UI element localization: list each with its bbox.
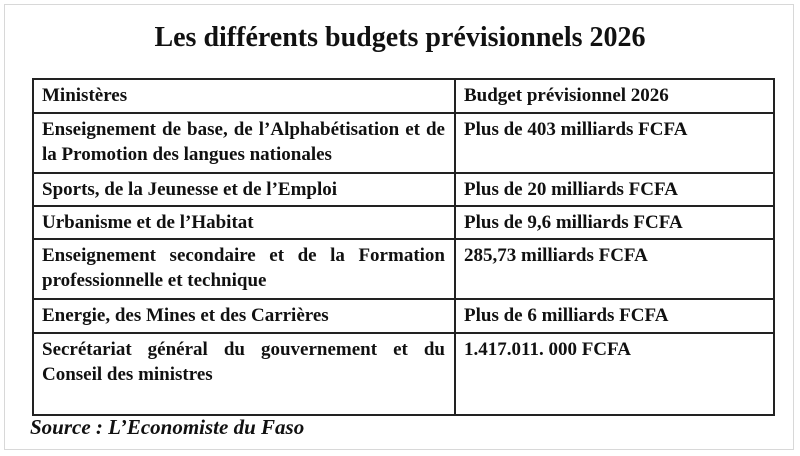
- budget-cell: Plus de 403 milliards FCFA: [454, 112, 775, 174]
- header-row: Ministères Budget prévisionnel 2026: [32, 78, 775, 114]
- budget-cell: Plus de 20 milliards FCFA: [454, 172, 775, 207]
- budget-cell: Plus de 9,6 milliards FCFA: [454, 205, 775, 240]
- ministry-cell: Energie, des Mines et des Carrières: [32, 298, 456, 334]
- budget-cell: 1.417.011. 000 FCFA: [454, 332, 775, 416]
- header-cell: Budget prévisionnel 2026: [454, 78, 775, 114]
- table-row: Sports, de la Jeunesse et de l’Emploi Plu…: [32, 172, 775, 207]
- table-head: Ministères Budget prévisionnel 2026: [32, 78, 775, 114]
- title: Les différents budgets prévisionnels 202…: [154, 22, 646, 53]
- source: Source : L’Economiste du Faso: [30, 415, 305, 439]
- table-row: Energie, des Mines et des Carrières Plus …: [32, 298, 775, 334]
- table-body: Enseignement de base, de l’Alphabétisati…: [32, 112, 775, 416]
- table-row: Urbanisme et de l’Habitat Plus de 9,6 mil…: [32, 205, 775, 240]
- ministry-cell: Enseignement de base, de l’Alphabétisati…: [32, 112, 456, 174]
- ministry-cell: Secrétariat général du gouvernement et d…: [32, 332, 456, 416]
- frame: [4, 4, 794, 450]
- ministry-cell: Sports, de la Jeunesse et de l’Emploi: [32, 172, 456, 207]
- table-row: Secrétariat général du gouvernement et d…: [32, 332, 775, 416]
- ministry-cell: Urbanisme et de l’Habitat: [32, 205, 456, 240]
- ministry-cell: Enseignement secondaire et de la Formati…: [32, 238, 456, 300]
- budget-table: Ministères Budget prévisionnel 2026 Ense…: [32, 78, 775, 416]
- table-row: Enseignement de base, de l’Alphabétisati…: [32, 112, 775, 174]
- table-row: Enseignement secondaire et de la Formati…: [32, 238, 775, 300]
- budget-cell: 285,73 milliards FCFA: [454, 238, 775, 300]
- budget-cell: Plus de 6 milliards FCFA: [454, 298, 775, 334]
- header-cell: Ministères: [32, 78, 456, 114]
